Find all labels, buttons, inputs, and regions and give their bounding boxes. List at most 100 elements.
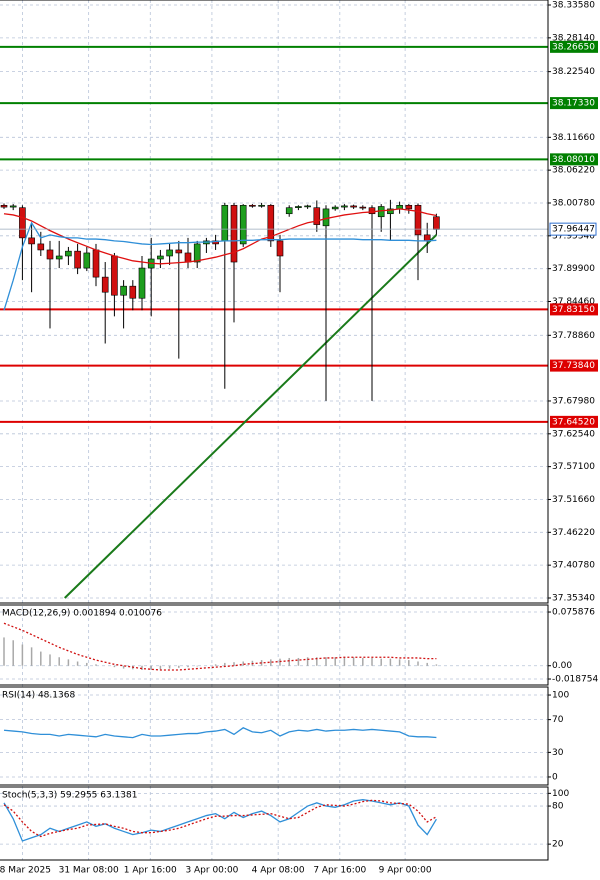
candle-body [405, 204, 413, 210]
y-tick-label: 37.95340 [552, 231, 595, 241]
candle-body [239, 204, 247, 245]
candle-body [322, 208, 330, 227]
candle-body [138, 267, 146, 299]
candle-body [295, 206, 302, 209]
panel-frame [0, 686, 549, 786]
x-tick-label: 9 Apr 00:00 [379, 866, 432, 876]
level-label: 37.64520 [552, 417, 595, 427]
candle-body [331, 206, 339, 210]
y-tick-label: 37.78860 [552, 331, 595, 341]
y-tick-label: 37.35340 [552, 593, 595, 603]
level-label: 38.08010 [552, 155, 595, 165]
y-tick-label: 37.84460 [552, 297, 595, 307]
y-tick-label: 38.33580 [552, 1, 595, 11]
candle-body [28, 237, 35, 245]
candle-body [120, 285, 127, 296]
candle-body [276, 240, 284, 257]
candle-body [74, 250, 81, 269]
last-price-label: 37.96447 [552, 225, 595, 235]
moving-average [3, 208, 437, 265]
y-tick-label: -0.018754 [552, 675, 598, 685]
candle-body [157, 255, 164, 260]
x-tick-label: 7 Apr 16:00 [313, 866, 366, 876]
level-label: 38.17330 [552, 99, 595, 109]
candle-body [359, 206, 367, 209]
x-tick-label: 28 Mar 2025 [0, 866, 51, 876]
candle-body [0, 204, 8, 208]
y-tick-label: 38.11660 [552, 133, 595, 143]
candle-body [249, 204, 256, 207]
candle-body [387, 208, 394, 215]
y-tick-label: 30 [552, 748, 564, 758]
y-tick-label: 37.51660 [552, 495, 595, 505]
y-tick-label: 37.57100 [552, 462, 595, 472]
candle-body [267, 204, 275, 242]
level-label: 37.83150 [552, 305, 595, 315]
candle-body [313, 207, 321, 225]
panel-label: Stoch(5,3,3) 59.2955 63.1381 [2, 791, 137, 801]
y-tick-label: 37.62540 [552, 429, 595, 439]
y-tick-label: 37.46220 [552, 528, 595, 538]
level-label: 38.26650 [552, 42, 595, 52]
candle-body [350, 205, 357, 208]
candle-body [175, 249, 183, 254]
candle-body [55, 255, 63, 260]
candle-body [37, 243, 45, 251]
y-tick-label: 100 [552, 691, 569, 701]
candle-body [101, 276, 109, 293]
level-label: 37.73840 [552, 361, 595, 371]
candle-body [414, 204, 422, 236]
y-tick-label: 38.00780 [552, 198, 595, 208]
y-tick-label: 0.00 [552, 661, 572, 671]
candle-body [433, 216, 440, 230]
level-box [550, 153, 598, 166]
panel-frame [0, 604, 549, 686]
level-box [550, 415, 598, 428]
candle-body [111, 255, 118, 296]
macd-signal [3, 622, 437, 671]
level-box [550, 97, 598, 110]
candle-body [368, 207, 376, 215]
candle-body [258, 204, 265, 207]
level-box [550, 359, 598, 372]
candle-body [341, 205, 348, 208]
moving-average [3, 221, 437, 311]
y-tick-label: 38.28140 [552, 33, 595, 43]
y-tick-label: 37.67980 [552, 396, 595, 406]
y-tick-label: 0 [552, 772, 558, 782]
indicator-line [3, 727, 437, 739]
panel-label: RSI(14) 48.1368 [2, 691, 75, 701]
candle-body [230, 204, 238, 263]
y-tick-label: 38.22540 [552, 67, 595, 77]
candle-body [285, 207, 293, 215]
indicator-line [3, 799, 437, 838]
x-tick-label: 31 Mar 08:00 [59, 866, 119, 876]
candle-body [9, 205, 17, 208]
panel-frame [0, 786, 549, 861]
x-tick-label: 4 Apr 08:00 [252, 866, 305, 876]
y-tick-label: 80 [552, 802, 564, 812]
y-tick-label: 100 [552, 789, 569, 799]
level-box [550, 303, 598, 316]
candle-body [166, 249, 173, 257]
candle-body [304, 205, 311, 208]
x-tick-label: 3 Apr 00:00 [185, 866, 238, 876]
candle-body [92, 249, 100, 278]
candle-body [65, 250, 72, 257]
y-tick-label: 37.40780 [552, 561, 595, 571]
panel-frame [0, 0, 549, 604]
candle-body [83, 252, 91, 269]
y-tick-label: 38.06220 [552, 166, 595, 176]
candle-body [423, 234, 431, 242]
panel-label: MACD(12,26,9) 0.001894 0.010076 [2, 609, 162, 619]
candle-body [184, 252, 192, 263]
level-box [550, 40, 598, 53]
last-price-box [549, 222, 597, 236]
y-tick-label: 20 [552, 840, 564, 850]
candle-body [129, 285, 137, 299]
y-tick-label: 0.075876 [552, 608, 595, 618]
candle-body [221, 204, 229, 242]
candle-body [193, 243, 201, 263]
candle-body [19, 207, 26, 239]
